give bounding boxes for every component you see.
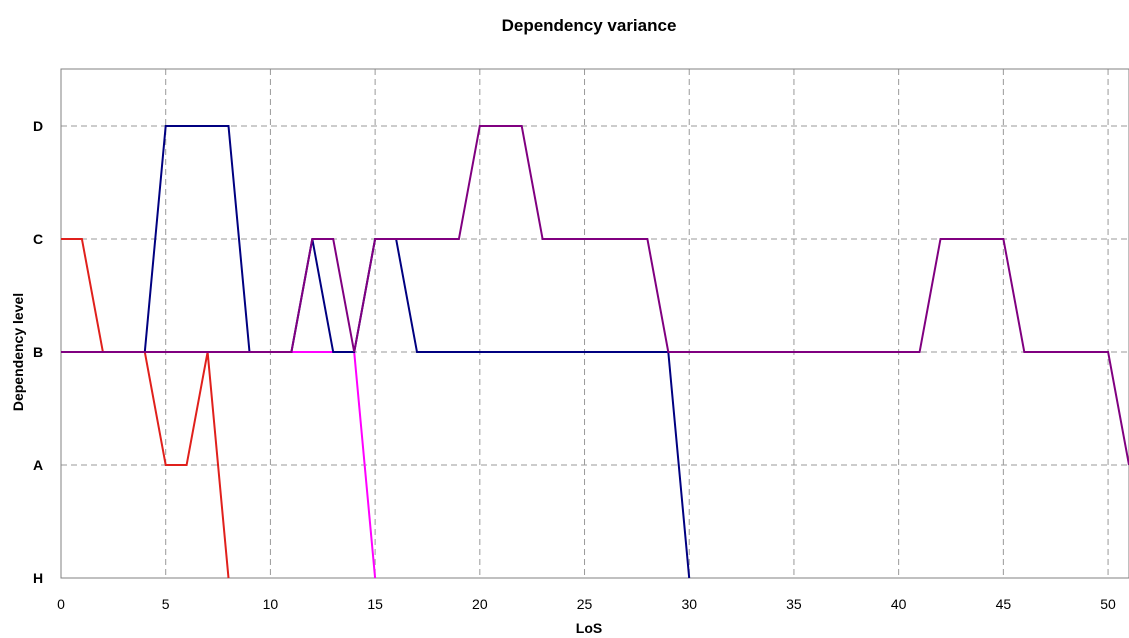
x-tick-label: 45 xyxy=(996,596,1012,612)
series-line-3 xyxy=(61,125,691,579)
chart-title: Dependency variance xyxy=(502,16,677,35)
x-tick-label: 25 xyxy=(577,596,593,612)
y-tick-label: D xyxy=(33,118,43,134)
x-tick-label: 15 xyxy=(367,596,383,612)
x-tick-label: 50 xyxy=(1100,596,1116,612)
y-axis-label: Dependency level xyxy=(10,293,26,411)
y-axis-ticks: H A B C D xyxy=(33,118,43,586)
x-tick-label: 10 xyxy=(263,596,279,612)
x-tick-label: 0 xyxy=(57,596,65,612)
series-lines xyxy=(61,125,1129,579)
y-tick-label: B xyxy=(33,344,43,360)
x-axis-label: LoS xyxy=(576,620,602,636)
plot-area-frame xyxy=(60,68,1129,579)
series-line-4 xyxy=(61,125,1129,466)
x-axis-ticks: 0 5 10 15 20 25 30 35 40 45 50 xyxy=(57,596,1116,612)
x-tick-label: 35 xyxy=(786,596,802,612)
series-line-2 xyxy=(61,238,230,579)
x-tick-label: 30 xyxy=(681,596,697,612)
x-tick-label: 20 xyxy=(472,596,488,612)
y-tick-label: H xyxy=(33,570,43,586)
y-tick-label: C xyxy=(33,231,43,247)
x-tick-label: 40 xyxy=(891,596,907,612)
x-tick-label: 5 xyxy=(162,596,170,612)
y-tick-label: A xyxy=(33,457,43,473)
